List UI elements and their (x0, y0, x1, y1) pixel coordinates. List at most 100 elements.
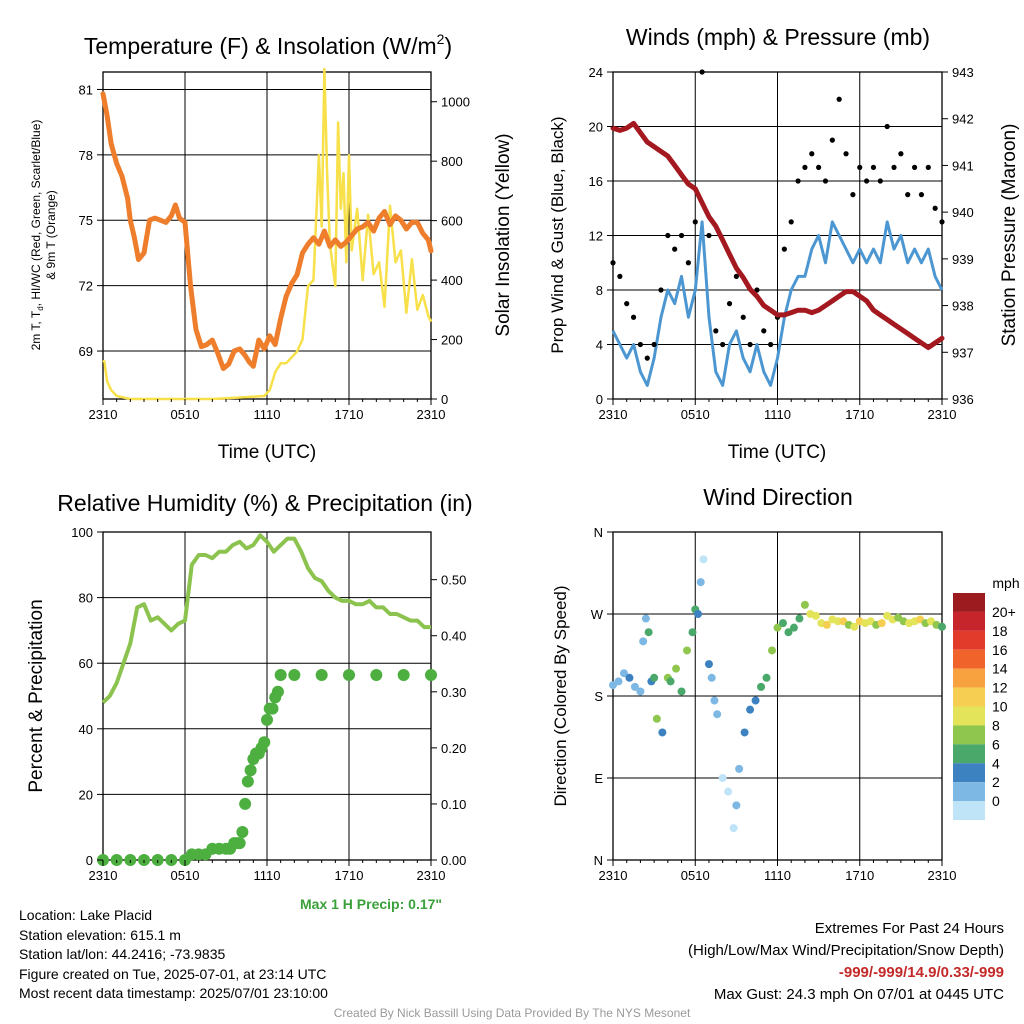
y-tick-label: 60 (79, 656, 93, 671)
gust-point (829, 137, 835, 143)
gust-point (816, 164, 822, 170)
winds-title: Winds (mph) & Pressure (mb) (626, 24, 930, 50)
gust-point (747, 341, 753, 348)
precip-point (274, 668, 287, 681)
gust-point (665, 232, 671, 239)
y-tick-label: N (594, 525, 603, 540)
legend-swatch (953, 630, 985, 650)
precip-point (370, 668, 383, 681)
gust-point (713, 328, 719, 334)
gust-point (850, 192, 856, 198)
gust-point (761, 328, 767, 334)
latlon-text: Station lat/lon: 44.2416; -73.9835 (19, 946, 226, 962)
direction-point (811, 611, 820, 620)
precip-point (241, 775, 254, 788)
x-tick-label: 2310 (417, 868, 446, 883)
credit-text: Created By Nick Bassill Using Data Provi… (333, 1006, 691, 1020)
y-right-tick-label: 941 (952, 158, 974, 173)
precip-point (425, 668, 437, 681)
y-tick-label: 72 (79, 279, 93, 294)
direction-point (833, 617, 842, 626)
legend-swatch (953, 706, 985, 726)
gust-point (836, 96, 842, 102)
elevation-text: Station elevation: 615.1 m (19, 926, 181, 943)
y-tick-label: E (594, 771, 603, 786)
gust-point (925, 164, 931, 170)
legend-label: 18 (992, 623, 1008, 639)
legend-label: 2 (992, 774, 1000, 790)
direction-point (707, 673, 716, 682)
legend-title: mph (992, 575, 1019, 591)
precip-point (244, 764, 257, 777)
legend-swatch (953, 725, 985, 745)
gust-point (651, 341, 657, 348)
winds-ylabel-right: Station Pressure (Maroon) (999, 124, 1020, 347)
y-tick-label: N (594, 853, 603, 868)
y-tick-label: 20 (589, 120, 603, 135)
y-tick-label: 4 (596, 338, 603, 353)
x-tick-label: 0510 (681, 407, 710, 422)
gust-point (733, 273, 739, 279)
gust-point (877, 178, 883, 184)
y-right-tick-label: 1000 (441, 95, 470, 110)
temp-xlabel: Time (UTC) (218, 442, 317, 463)
y-tick-label: 24 (589, 65, 603, 80)
legend-swatch (953, 668, 985, 688)
gust-point (637, 341, 644, 348)
direction-point (938, 622, 946, 631)
gust-point (644, 355, 650, 361)
x-tick-label: 2310 (928, 868, 957, 883)
gust-point (624, 301, 630, 307)
direction-point (683, 646, 692, 655)
direction-point (704, 660, 713, 669)
gust-point (891, 164, 897, 170)
y-tick-label: 40 (79, 722, 93, 737)
precip-point (258, 736, 271, 749)
gust-point (905, 192, 911, 198)
direction-point (644, 628, 653, 637)
direction-point (672, 664, 681, 673)
direction-point (636, 687, 645, 696)
direction-point (822, 620, 831, 629)
temp-ylabel-right: Solar Insolation (Yellow) (493, 133, 514, 336)
gust-point (802, 164, 808, 170)
pressure-line (610, 120, 945, 351)
direction-point (751, 696, 760, 705)
x-tick-label: 1110 (764, 407, 791, 422)
y-right-tick-label: 400 (441, 273, 463, 288)
gust-point (740, 314, 746, 320)
legend-swatch (953, 687, 985, 707)
precip-point (236, 825, 249, 838)
extremes-title: Extremes For Past 24 Hours (814, 920, 1004, 937)
legend-swatch (953, 611, 985, 631)
legend-swatch (953, 649, 985, 669)
temp-ylabel-1: 2m T, Td, HI/WC (Red, Green, Scarlet/Blu… (29, 120, 45, 351)
direction-point (641, 614, 650, 623)
y-right-tick-label: 800 (441, 154, 463, 169)
gust-point (795, 178, 801, 184)
gust-point (864, 178, 870, 184)
wdir-series (609, 555, 946, 833)
gust-point (939, 219, 945, 225)
gust-point (685, 260, 691, 266)
precip-point (271, 685, 284, 698)
legend-label: 16 (992, 642, 1008, 658)
gust-point (809, 151, 815, 157)
x-tick-label: 1710 (845, 868, 874, 883)
x-tick-label: 1110 (254, 868, 281, 883)
y-tick-label: 0 (596, 392, 603, 407)
direction-point (784, 628, 793, 637)
direction-point (625, 673, 634, 682)
gust-point (788, 219, 794, 225)
x-tick-label: 2310 (599, 868, 628, 883)
gust-point (678, 232, 685, 239)
direction-point (688, 628, 697, 637)
y-right-tick-label: 939 (952, 252, 974, 267)
precip-point (266, 702, 279, 715)
direction-point (729, 824, 738, 833)
y-right-tick-label: 600 (441, 214, 463, 229)
gust-point (884, 123, 890, 130)
gust-point (911, 164, 918, 170)
y-tick-label: 16 (589, 174, 603, 189)
